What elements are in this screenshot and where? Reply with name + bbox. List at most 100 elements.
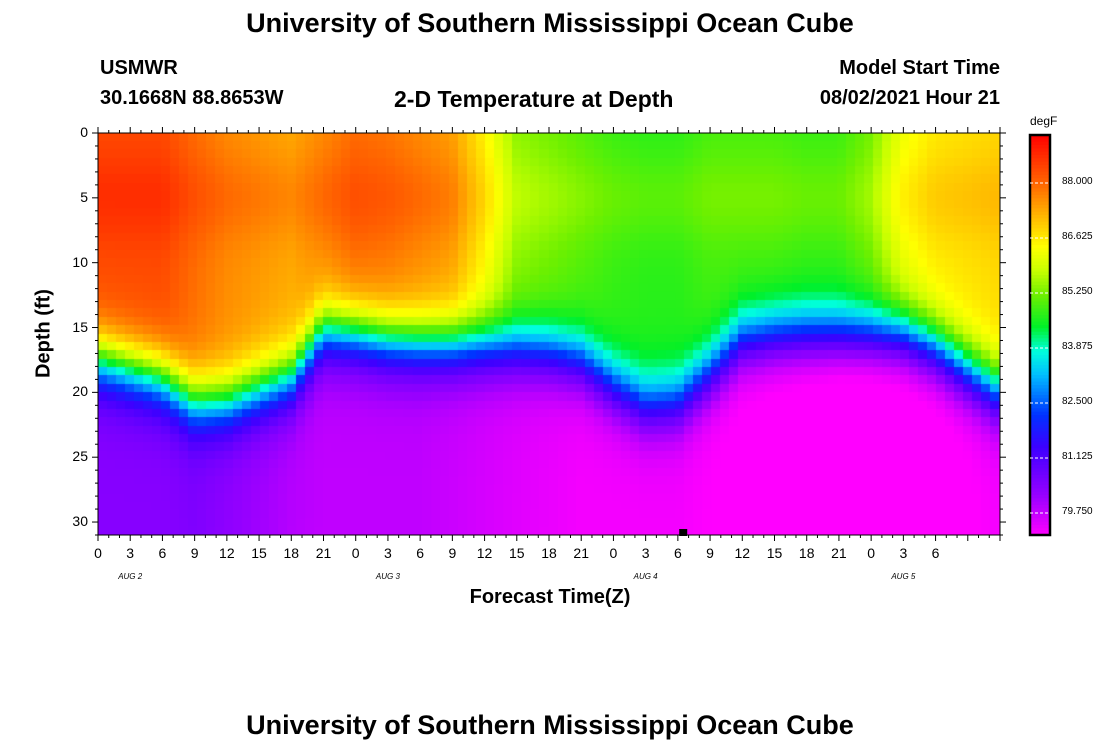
colorbar-segment	[1030, 515, 1050, 519]
x-tick-label: 0	[94, 545, 102, 561]
x-tick-label: 6	[931, 545, 940, 561]
station-coords: 30.1668N 88.8653W	[100, 87, 284, 109]
colorbar-segment	[1030, 411, 1050, 416]
colorbar-segment	[1030, 408, 1050, 413]
colorbar-segment	[1030, 165, 1050, 169]
current-time-marker	[679, 529, 688, 536]
colorbar-segment	[1030, 138, 1050, 143]
colorbar-segment	[1030, 405, 1050, 409]
colorbar-segment	[1030, 268, 1050, 273]
colorbar-segment	[1030, 185, 1050, 189]
y-axis-label: Depth (ft)	[32, 289, 55, 378]
y-tick-label: 10	[72, 253, 88, 270]
colorbar-segment	[1030, 445, 1050, 449]
colorbar-segment	[1030, 475, 1050, 479]
colorbar-segment	[1030, 308, 1050, 313]
x-tick-label: 6	[673, 545, 682, 561]
colorbar-segment	[1030, 175, 1050, 179]
colorbar-tick-label: 83.875	[1062, 341, 1093, 352]
plot-title: 2-D Temperature at Depth	[394, 86, 674, 112]
colorbar-segment	[1030, 311, 1050, 316]
colorbar-tick-label: 81.125	[1062, 451, 1093, 462]
colorbar-segment	[1030, 235, 1050, 239]
x-tick-label: 12	[476, 545, 493, 561]
colorbar-segment	[1030, 438, 1050, 443]
colorbar-segment	[1030, 225, 1050, 229]
y-tick-label: 30	[72, 513, 88, 530]
x-tick-label: 21	[573, 545, 589, 561]
day-label: AUG 5	[891, 572, 916, 581]
colorbar-segment	[1030, 481, 1050, 486]
station-name: USMWR	[100, 57, 178, 79]
colorbar-segment	[1030, 255, 1050, 259]
page-title-top: University of Southern Mississippi Ocean…	[246, 8, 854, 38]
colorbar-segment	[1030, 181, 1050, 186]
temperature-heatmap	[98, 133, 1000, 535]
colorbar-segment	[1030, 151, 1050, 156]
colorbar-segment	[1030, 508, 1050, 513]
colorbar-segment	[1030, 301, 1050, 306]
colorbar-segment	[1030, 421, 1050, 426]
colorbar-segment	[1030, 415, 1050, 419]
colorbar-segment	[1030, 485, 1050, 489]
colorbar-segment	[1030, 328, 1050, 333]
x-axis-label: Forecast Time(Z)	[469, 586, 631, 608]
y-tick-label: 5	[80, 188, 88, 205]
colorbar-segment	[1030, 271, 1050, 276]
colorbar-segment	[1030, 141, 1050, 146]
colorbar-segment	[1030, 525, 1050, 529]
colorbar-segment	[1030, 171, 1050, 176]
colorbar-segment	[1030, 355, 1050, 359]
colorbar-segment	[1030, 205, 1050, 209]
colorbar-segment	[1030, 198, 1050, 203]
colorbar-segment	[1030, 491, 1050, 496]
colorbar-segment	[1030, 461, 1050, 466]
colorbar-segment	[1030, 401, 1050, 406]
colorbar-segment	[1030, 208, 1050, 213]
x-tick-label: 18	[798, 545, 815, 561]
colorbar-segment	[1030, 345, 1050, 349]
x-tick-label: 12	[734, 545, 751, 561]
page-title-bottom: University of Southern Mississippi Ocean…	[246, 710, 854, 740]
colorbar-segment	[1030, 455, 1050, 459]
x-tick-label: 0	[351, 545, 360, 561]
colorbar-segment	[1030, 431, 1050, 436]
x-tick-label: 3	[899, 545, 908, 561]
colorbar-segment	[1030, 418, 1050, 423]
colorbar-segment	[1030, 471, 1050, 476]
colorbar-segment	[1030, 521, 1050, 526]
x-tick-label: 6	[158, 545, 167, 561]
x-tick-label: 3	[641, 545, 650, 561]
colorbar-segment	[1030, 158, 1050, 163]
colorbar-segment	[1030, 248, 1050, 253]
day-label: AUG 3	[375, 572, 400, 581]
y-tick-label: 15	[72, 318, 88, 335]
colorbar-segment	[1030, 381, 1050, 386]
colorbar-segment	[1030, 435, 1050, 439]
colorbar-tick-label: 82.500	[1062, 396, 1093, 407]
colorbar-segment	[1030, 275, 1050, 279]
x-tick-label: 9	[190, 545, 199, 561]
colorbar-segment	[1030, 295, 1050, 299]
colorbar-segment	[1030, 288, 1050, 293]
colorbar-segment	[1030, 321, 1050, 326]
colorbar-segment	[1030, 178, 1050, 183]
colorbar-tick-label: 85.250	[1062, 286, 1093, 297]
colorbar-segment	[1030, 498, 1050, 503]
colorbar-segment	[1030, 241, 1050, 246]
colorbar-segment	[1030, 441, 1050, 446]
colorbar-tick-label: 79.750	[1062, 506, 1093, 517]
colorbar-segment	[1030, 528, 1050, 533]
colorbar-segment	[1030, 231, 1050, 236]
colorbar-segment	[1030, 305, 1050, 309]
colorbar-segment	[1030, 285, 1050, 289]
colorbar-segment	[1030, 145, 1050, 149]
x-tick-label: 15	[251, 545, 267, 561]
colorbar-segment	[1030, 451, 1050, 456]
colorbar-segment	[1030, 215, 1050, 219]
colorbar-segment	[1030, 135, 1050, 139]
colorbar-segment	[1030, 155, 1050, 159]
colorbar-segment	[1030, 341, 1050, 346]
colorbar-border	[1028, 133, 1052, 537]
